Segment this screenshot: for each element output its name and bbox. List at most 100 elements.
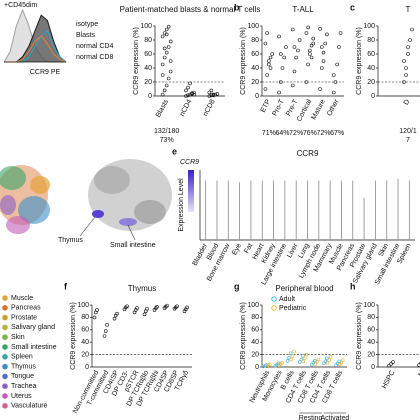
data-point <box>331 73 336 77</box>
data-point <box>105 323 109 327</box>
data-point <box>391 360 395 364</box>
y-axis-label: CCR9 expression (%) <box>240 302 247 370</box>
data-point <box>209 93 214 98</box>
legend-entry: Tongue <box>11 373 34 380</box>
data-point <box>160 73 165 77</box>
data-point <box>285 358 290 363</box>
data-point <box>340 358 345 362</box>
legend-marker <box>2 373 8 380</box>
data-point <box>267 62 271 67</box>
y-tick-label: 60 <box>251 51 259 58</box>
x-tick-label: ETP <box>260 98 273 114</box>
data-point <box>162 55 167 60</box>
data-point <box>175 304 179 309</box>
data-point <box>160 34 165 39</box>
data-point <box>92 315 97 320</box>
y-tick-label: 20 <box>251 79 259 86</box>
data-point <box>292 349 296 354</box>
y-tick-label: 80 <box>367 314 375 321</box>
data-point <box>402 80 406 84</box>
data-point <box>304 352 309 357</box>
data-point <box>267 59 271 63</box>
data-point <box>207 90 212 95</box>
data-point <box>319 45 324 49</box>
y-tick-label: 0 <box>85 364 89 371</box>
data-point <box>402 59 406 63</box>
legend-marker <box>2 363 8 370</box>
data-point <box>325 356 329 361</box>
x-tick-label: D <box>403 99 412 107</box>
data-point <box>387 363 391 368</box>
legend-marker <box>2 354 8 360</box>
y-tick-label: 60 <box>81 327 89 334</box>
data-point <box>404 66 408 70</box>
y-tick-label: 0 <box>371 364 375 371</box>
y-axis-label: CCR9 expression (%) <box>133 27 140 95</box>
data-point <box>406 45 410 49</box>
x-tick-label: nCD4 <box>179 98 194 117</box>
data-point <box>297 38 302 42</box>
data-point <box>289 357 293 362</box>
panel-title: Thymus <box>128 284 156 293</box>
y-tick-label: 100 <box>363 302 375 309</box>
data-point <box>328 355 333 359</box>
data-point <box>168 59 173 63</box>
legend-entry: Thymus <box>11 363 36 370</box>
y-axis-label: CCR9 expression (%) <box>70 302 77 370</box>
data-point <box>309 55 314 60</box>
data-point <box>287 355 291 360</box>
data-point <box>268 55 273 60</box>
annotation: Thymus <box>58 237 83 244</box>
legend-marker <box>271 296 277 302</box>
y-tick-label: 100 <box>77 302 89 309</box>
y-axis-label: CCR9 expression (%) <box>356 302 363 370</box>
data-point <box>185 305 189 310</box>
panel-label: f <box>64 281 68 291</box>
data-point <box>265 31 269 35</box>
data-point <box>188 81 192 86</box>
legend-entry: Skin <box>11 334 25 341</box>
legend-marker <box>2 295 8 301</box>
data-point <box>318 87 322 91</box>
legend-marker <box>2 403 8 409</box>
y-tick-label: 80 <box>81 314 89 321</box>
y-tick-label: 0 <box>255 93 259 100</box>
data-point <box>276 361 281 366</box>
legend-marker <box>271 305 277 311</box>
data-point <box>164 50 169 55</box>
colorbar-title: CCR9 <box>180 159 199 166</box>
panel-title: +CD45dim <box>4 2 37 9</box>
x-axis-label: CCR9 PE <box>30 69 61 76</box>
data-point <box>308 52 312 56</box>
y-tick-label: 40 <box>144 65 152 72</box>
data-point <box>294 55 298 60</box>
legend-entry: Pediatric <box>279 305 307 312</box>
annotation: 72% <box>289 130 303 137</box>
data-point <box>268 362 272 367</box>
data-point <box>277 90 281 95</box>
data-point <box>164 83 169 88</box>
data-point <box>333 80 338 84</box>
panel-label: e <box>172 146 177 156</box>
data-point <box>95 308 99 312</box>
legend-entry: Small intestine <box>11 344 57 351</box>
legend-entry: Salivary gland <box>11 324 55 331</box>
data-point <box>102 334 107 338</box>
data-point <box>270 52 275 56</box>
x-tick-label: Eye <box>231 242 243 256</box>
data-point <box>304 31 309 35</box>
data-point <box>321 50 326 55</box>
legend-entry: Pancreas <box>11 305 41 312</box>
data-point <box>165 303 169 308</box>
data-point <box>278 52 283 56</box>
data-point <box>135 306 139 310</box>
annotation: Small intestine <box>110 242 156 249</box>
data-point <box>125 304 129 309</box>
y-tick-label: 100 <box>363 23 375 30</box>
data-point <box>301 359 306 364</box>
data-point <box>155 305 159 309</box>
panel-title: Patient-matched blasts & normal T cells <box>120 5 261 14</box>
data-point <box>145 306 149 311</box>
data-point <box>277 34 281 39</box>
